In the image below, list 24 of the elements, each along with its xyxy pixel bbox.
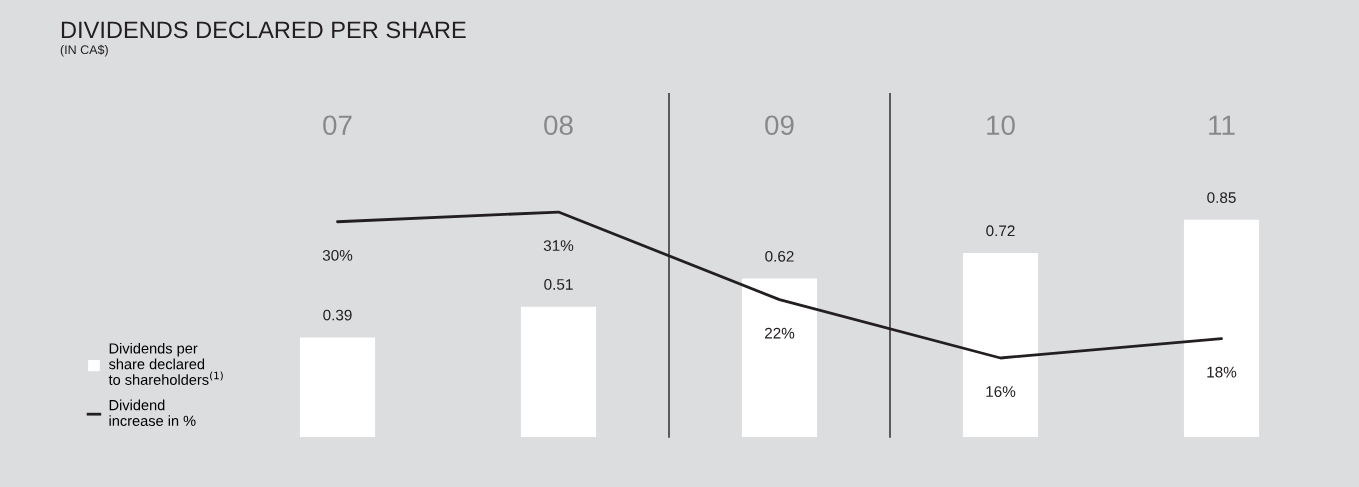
- data-label: 0.51: [544, 279, 573, 290]
- chart-title: DIVIDENDS DECLARED PER SHARE: [61, 21, 466, 39]
- data-label: 18%: [1207, 366, 1237, 378]
- x-tick-label: 07: [323, 115, 352, 136]
- text: (IN CA$): [60, 44, 108, 57]
- data-label: 16%: [986, 386, 1016, 397]
- data-label: 30%: [322, 249, 353, 261]
- x-tick-label: 10: [987, 115, 1015, 136]
- bar: [299, 337, 376, 437]
- data-label: 0.85: [1207, 192, 1236, 203]
- bar: [962, 253, 1039, 437]
- x-tick-label: 11: [1209, 115, 1235, 135]
- data-label: 22%: [764, 327, 795, 339]
- bar: [520, 306, 597, 437]
- legend-label: Dividend increase in %: [109, 399, 196, 426]
- data-label: 0.62: [765, 250, 794, 262]
- data-label: 31%: [543, 240, 574, 252]
- legend-label: Dividends per share declared to shareholders$^{(1)}$: [108, 342, 223, 385]
- data-label: 0.72: [986, 225, 1015, 237]
- x-tick-label: 09: [765, 115, 794, 136]
- data-label: 0.39: [323, 309, 352, 321]
- x-tick-label: 08: [544, 115, 573, 136]
- bar: [1183, 219, 1260, 437]
- bar: [741, 278, 818, 437]
